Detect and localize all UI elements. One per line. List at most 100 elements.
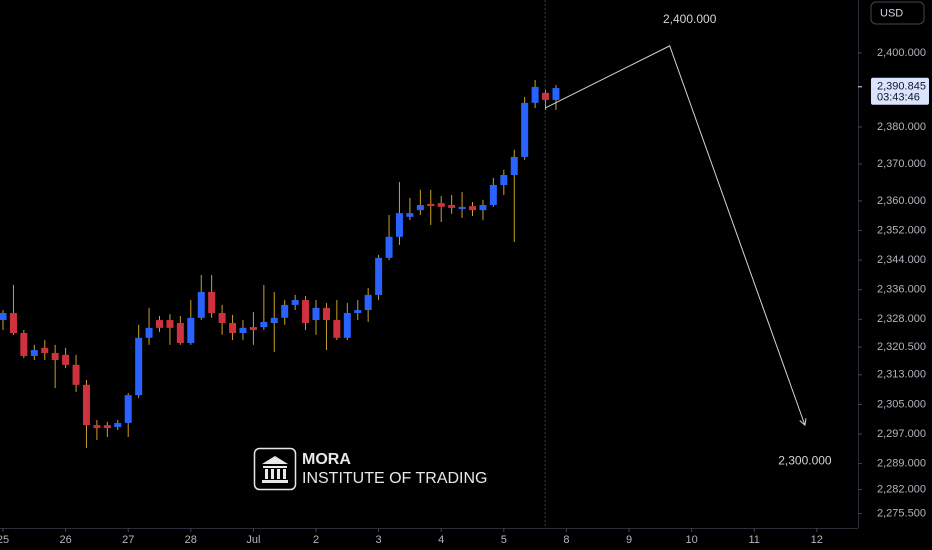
candle-body — [20, 333, 28, 356]
projection-line — [544, 45, 806, 426]
candle-body — [302, 300, 310, 324]
candle-body — [239, 327, 247, 334]
candle-body — [229, 323, 237, 334]
candle-body — [343, 313, 351, 338]
candle-body — [82, 384, 90, 426]
candle-body — [156, 320, 164, 328]
candle-body — [51, 352, 59, 361]
x-tick-label: 9 — [626, 534, 632, 546]
candle-body — [72, 364, 80, 385]
candle-body — [9, 313, 17, 334]
candle-body — [281, 304, 289, 318]
logo: MORA INSTITUTE OF TRADING — [253, 447, 487, 491]
currency-button-box[interactable] — [870, 1, 925, 25]
candle-body — [469, 206, 477, 211]
last-price-box — [871, 77, 929, 105]
candle-body — [103, 425, 111, 429]
currency-button[interactable]: USD — [870, 1, 925, 25]
x-tick-label: 5 — [501, 534, 507, 546]
currency-label[interactable]: USD — [880, 7, 903, 19]
candle-body — [145, 327, 153, 338]
x-tick-label: 2 — [313, 534, 319, 546]
candle-body — [0, 313, 7, 321]
candle-body — [521, 102, 529, 157]
candle-body — [500, 175, 508, 186]
logo-frame — [253, 447, 297, 491]
candle-body — [135, 337, 143, 396]
x-tick-label: 10 — [685, 534, 697, 546]
candle-body — [322, 307, 330, 321]
candle-body — [510, 156, 518, 176]
candle-body — [448, 204, 456, 208]
y-tick-label: 2,282.000 — [877, 483, 926, 495]
candle-body — [364, 294, 372, 311]
candle-body — [395, 213, 403, 237]
candle-body — [187, 317, 195, 343]
candle-body — [406, 213, 414, 217]
y-tick-label: 2,305.000 — [877, 398, 926, 410]
x-tick-label: 28 — [185, 534, 197, 546]
annotation-label: 2,400.000 — [663, 12, 717, 26]
candle-body — [416, 204, 424, 211]
y-tick-label: 2,320.500 — [877, 341, 926, 353]
y-tick-label: 2,360.000 — [877, 195, 926, 207]
candle-body — [427, 203, 435, 207]
candle-body — [93, 425, 101, 429]
candle-body — [333, 320, 341, 338]
y-tick-label: 2,275.500 — [877, 507, 926, 519]
candle-body — [30, 350, 38, 356]
x-tick-label: 11 — [748, 534, 759, 546]
candle-body — [354, 310, 362, 314]
candle-body — [249, 327, 257, 331]
candle-body — [542, 92, 550, 100]
candle-body — [458, 206, 466, 210]
x-tick-label: 26 — [59, 534, 71, 546]
y-tick-label: 2,380.000 — [877, 121, 926, 133]
last-price-label: 2,390.845 — [877, 81, 926, 93]
y-tick-label: 2,352.000 — [877, 224, 926, 236]
x-tick-label: 25 — [0, 534, 9, 546]
y-tick-label: 2,313.000 — [877, 369, 926, 381]
candle-body — [531, 86, 539, 103]
logo-icon — [262, 456, 288, 483]
y-tick-label: 2,328.000 — [877, 313, 926, 325]
candle-body — [208, 291, 216, 314]
candle-body — [176, 323, 184, 343]
candle-body — [270, 317, 278, 324]
x-tick-label: 12 — [811, 534, 823, 546]
y-tick-label: 2,400.000 — [877, 47, 926, 59]
candle-body — [62, 354, 70, 365]
x-tick-label: 4 — [438, 534, 444, 546]
y-tick-label: 2,336.000 — [877, 284, 926, 296]
candle-body — [114, 422, 122, 427]
candle-body — [437, 203, 445, 207]
x-tick-label: 27 — [122, 534, 134, 546]
logo-tagline: INSTITUTE OF TRADING — [302, 470, 487, 487]
x-tick-label: 3 — [376, 534, 382, 546]
candle-body — [41, 347, 49, 353]
candle-body — [166, 320, 174, 328]
countdown-label: 03:43:46 — [877, 92, 920, 104]
candle-body — [260, 321, 268, 328]
y-tick-label: 2,289.000 — [877, 458, 926, 470]
x-tick-label: 8 — [563, 534, 569, 546]
candle-body — [479, 204, 487, 211]
candle-body — [312, 307, 320, 321]
projection-arrowhead — [799, 418, 807, 427]
candle-body — [124, 395, 132, 423]
candle-body — [385, 236, 393, 258]
candle-body — [218, 313, 226, 324]
logo-name: MORA — [302, 451, 351, 468]
candle-body — [375, 257, 383, 295]
x-tick-label: Jul — [246, 534, 260, 546]
candle-body — [291, 300, 299, 305]
y-tick-label: 2,370.000 — [877, 158, 926, 170]
candle-body — [197, 291, 205, 318]
candle-body — [552, 88, 560, 100]
y-tick-label: 2,344.000 — [877, 254, 926, 266]
y-tick-label: 2,297.000 — [877, 428, 926, 440]
annotation-label: 2,300.000 — [778, 453, 832, 467]
